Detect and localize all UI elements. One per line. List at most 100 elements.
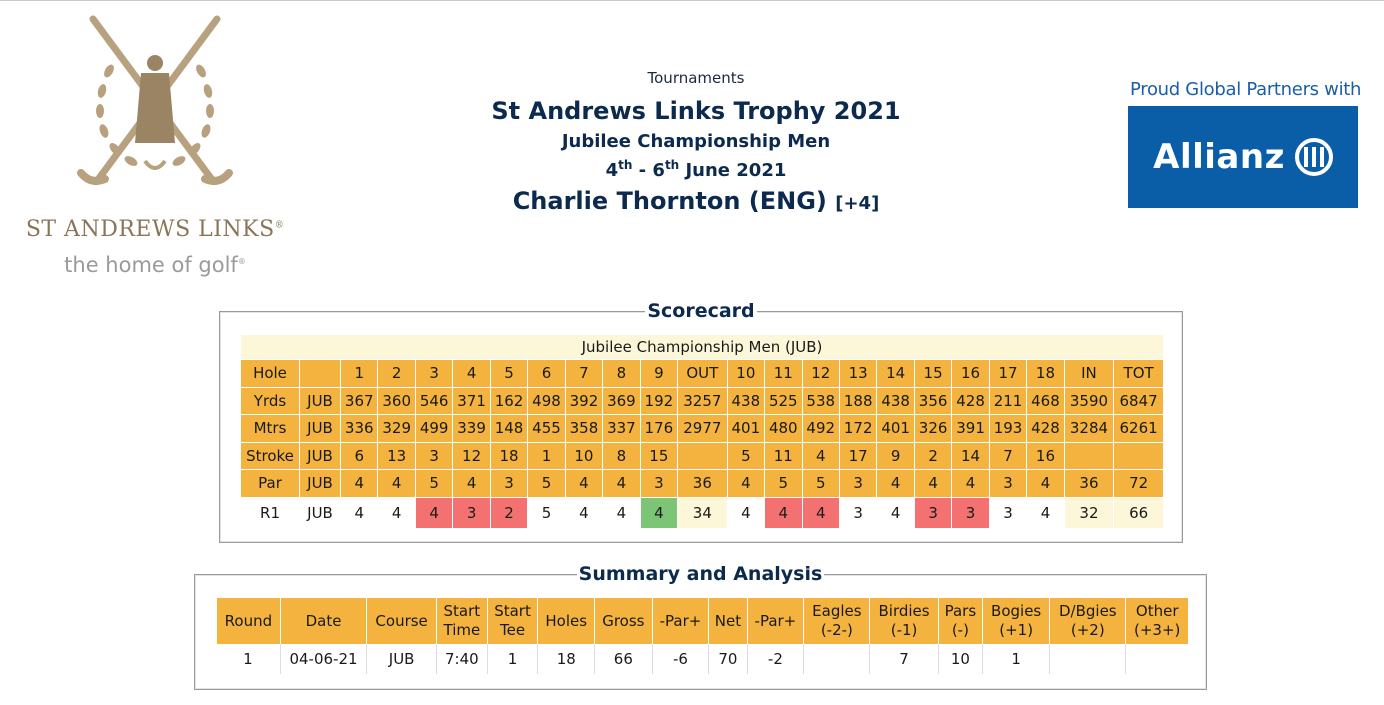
player-name: Charlie Thornton (ENG) [+4] bbox=[512, 187, 880, 215]
summary-cell: 04-06-21 bbox=[279, 644, 366, 674]
total-score-cell: 34 bbox=[677, 496, 727, 528]
score-cell: 3 bbox=[838, 469, 877, 497]
st-andrews-crest-icon bbox=[77, 15, 233, 185]
score-cell: 3 bbox=[838, 496, 877, 528]
score-cell: 14 bbox=[951, 441, 989, 469]
score-cell: 5 bbox=[726, 441, 765, 469]
scorecard-panel: Scorecard Jubilee Championship Men (JUB)… bbox=[219, 300, 1183, 543]
championship-name: Jubilee Championship Men bbox=[561, 131, 831, 152]
st-andrews-links-logo[interactable]: ST ANDREWS LINKS® the home of golf® bbox=[20, 11, 290, 281]
score-cell: 367 bbox=[340, 386, 378, 414]
score-cell: 428 bbox=[1026, 414, 1064, 442]
score-cell: 4 bbox=[602, 496, 640, 528]
score-cell: 3284 bbox=[1063, 414, 1114, 442]
birdie-score-cell: 4 bbox=[801, 496, 839, 528]
summary-cell: 7:40 bbox=[436, 644, 487, 674]
summary-cell bbox=[1049, 644, 1125, 674]
summary-table: Round Date Course Start Time Start Tee Holes Gro… bbox=[216, 598, 1188, 674]
score-cell: 192 bbox=[639, 386, 678, 414]
partner-banner[interactable]: Proud Global Partners with Allianz bbox=[1128, 79, 1364, 208]
page-title: St Andrews Links Trophy 2021 bbox=[491, 97, 901, 125]
scorecard-row-par: Par JUB 4 4 5 4 3 5 4 4 3 36 4 5 5 3 4 4 4 3 4 36 72 bbox=[240, 469, 1163, 497]
breadcrumb[interactable]: Tournaments bbox=[647, 69, 745, 87]
score-cell: 5 bbox=[527, 469, 565, 497]
score-cell: 336 bbox=[340, 414, 378, 442]
summary-header: Gross bbox=[594, 598, 652, 644]
score-cell: 401 bbox=[876, 414, 914, 442]
score-cell: 391 bbox=[951, 414, 989, 442]
score-cell: 3 bbox=[414, 359, 453, 387]
score-cell: 211 bbox=[988, 386, 1027, 414]
score-cell: 337 bbox=[602, 414, 640, 442]
score-cell: 15 bbox=[639, 441, 678, 469]
score-cell: 492 bbox=[801, 414, 839, 442]
score-cell: 392 bbox=[564, 386, 603, 414]
birdie-score-cell: 2 bbox=[489, 496, 528, 528]
summary-header: Birdies (-1) bbox=[869, 598, 938, 644]
table-row: 1 04-06-21 JUB 7:40 1 18 66 -6 70 -2 7 10 1 bbox=[216, 644, 1188, 674]
summary-cell: 1 bbox=[486, 644, 538, 674]
score-cell: 4 bbox=[340, 496, 378, 528]
score-cell: 148 bbox=[489, 414, 528, 442]
score-cell: 9 bbox=[639, 359, 678, 387]
course-code: JUB bbox=[299, 496, 340, 528]
score-cell: 438 bbox=[876, 386, 914, 414]
score-cell: 1 bbox=[527, 441, 565, 469]
score-cell: 4 bbox=[726, 496, 765, 528]
score-cell: 14 bbox=[876, 359, 914, 387]
partner-brand: Allianz bbox=[1153, 137, 1285, 177]
score-cell: 5 bbox=[527, 496, 565, 528]
summary-cell: 7 bbox=[869, 644, 937, 674]
summary-cell: -2 bbox=[746, 644, 804, 674]
score-cell: 11 bbox=[764, 441, 802, 469]
scorecard-caption-row: Jubilee Championship Men (JUB) bbox=[240, 334, 1163, 359]
score-cell: 1 bbox=[340, 359, 378, 387]
score-cell: 538 bbox=[801, 386, 839, 414]
score-cell: 36 bbox=[677, 469, 727, 497]
score-cell: 3 bbox=[639, 469, 678, 497]
row-label: Hole bbox=[240, 359, 299, 387]
score-cell bbox=[1113, 441, 1163, 469]
birdie-score-cell: 4 bbox=[414, 496, 453, 528]
score-cell: IN bbox=[1063, 359, 1114, 387]
score-cell: 8 bbox=[602, 359, 640, 387]
score-cell: 5 bbox=[489, 359, 528, 387]
row-label: Mtrs bbox=[240, 414, 299, 442]
score-cell: 6 bbox=[340, 441, 378, 469]
summary-header: Start Tee bbox=[486, 598, 538, 644]
row-label: Yrds bbox=[240, 386, 299, 414]
score-cell: 498 bbox=[527, 386, 565, 414]
score-cell: 371 bbox=[452, 386, 490, 414]
summary-header: Course bbox=[366, 598, 436, 644]
brand-tagline: the home of golf® bbox=[64, 253, 246, 277]
scorecard-row-r1[interactable]: R1 JUB 4 4 4 3 2 5 4 4 4 34 4 4 4 3 4 3 3 3 4 32 66 bbox=[240, 496, 1163, 528]
summary-panel: Summary and Analysis Round Date Course Star… bbox=[194, 563, 1207, 690]
score-cell: 4 bbox=[801, 441, 839, 469]
allianz-logo[interactable]: Allianz bbox=[1128, 106, 1358, 208]
row-label: R1 bbox=[240, 496, 299, 528]
score-cell: 4 bbox=[876, 469, 914, 497]
score-cell: 360 bbox=[377, 386, 415, 414]
score-cell: 546 bbox=[414, 386, 453, 414]
summary-header: -Par+ bbox=[746, 598, 804, 644]
course-code: JUB bbox=[299, 414, 340, 442]
score-cell: 339 bbox=[452, 414, 490, 442]
scorecard-row-yrds: Yrds JUB 367 360 546 371 162 498 392 369 192 3257 43… bbox=[240, 386, 1163, 414]
row-label: Stroke bbox=[240, 441, 299, 469]
score-cell: 4 bbox=[564, 469, 603, 497]
course-code bbox=[299, 359, 340, 387]
row-label: Par bbox=[240, 469, 299, 497]
score-cell: 6 bbox=[527, 359, 565, 387]
summary-header: D/Bgies (+2) bbox=[1049, 598, 1126, 644]
total-score-cell: 66 bbox=[1113, 496, 1163, 528]
course-code: JUB bbox=[299, 441, 340, 469]
score-cell: 72 bbox=[1113, 469, 1163, 497]
score-cell: 3 bbox=[988, 496, 1027, 528]
score-cell: 4 bbox=[876, 496, 914, 528]
summary-header: -Par+ bbox=[651, 598, 709, 644]
birdie-score-cell: 4 bbox=[764, 496, 802, 528]
score-cell: 2977 bbox=[677, 414, 727, 442]
score-cell: 326 bbox=[913, 414, 952, 442]
score-cell: 172 bbox=[838, 414, 877, 442]
score-cell: 358 bbox=[564, 414, 603, 442]
